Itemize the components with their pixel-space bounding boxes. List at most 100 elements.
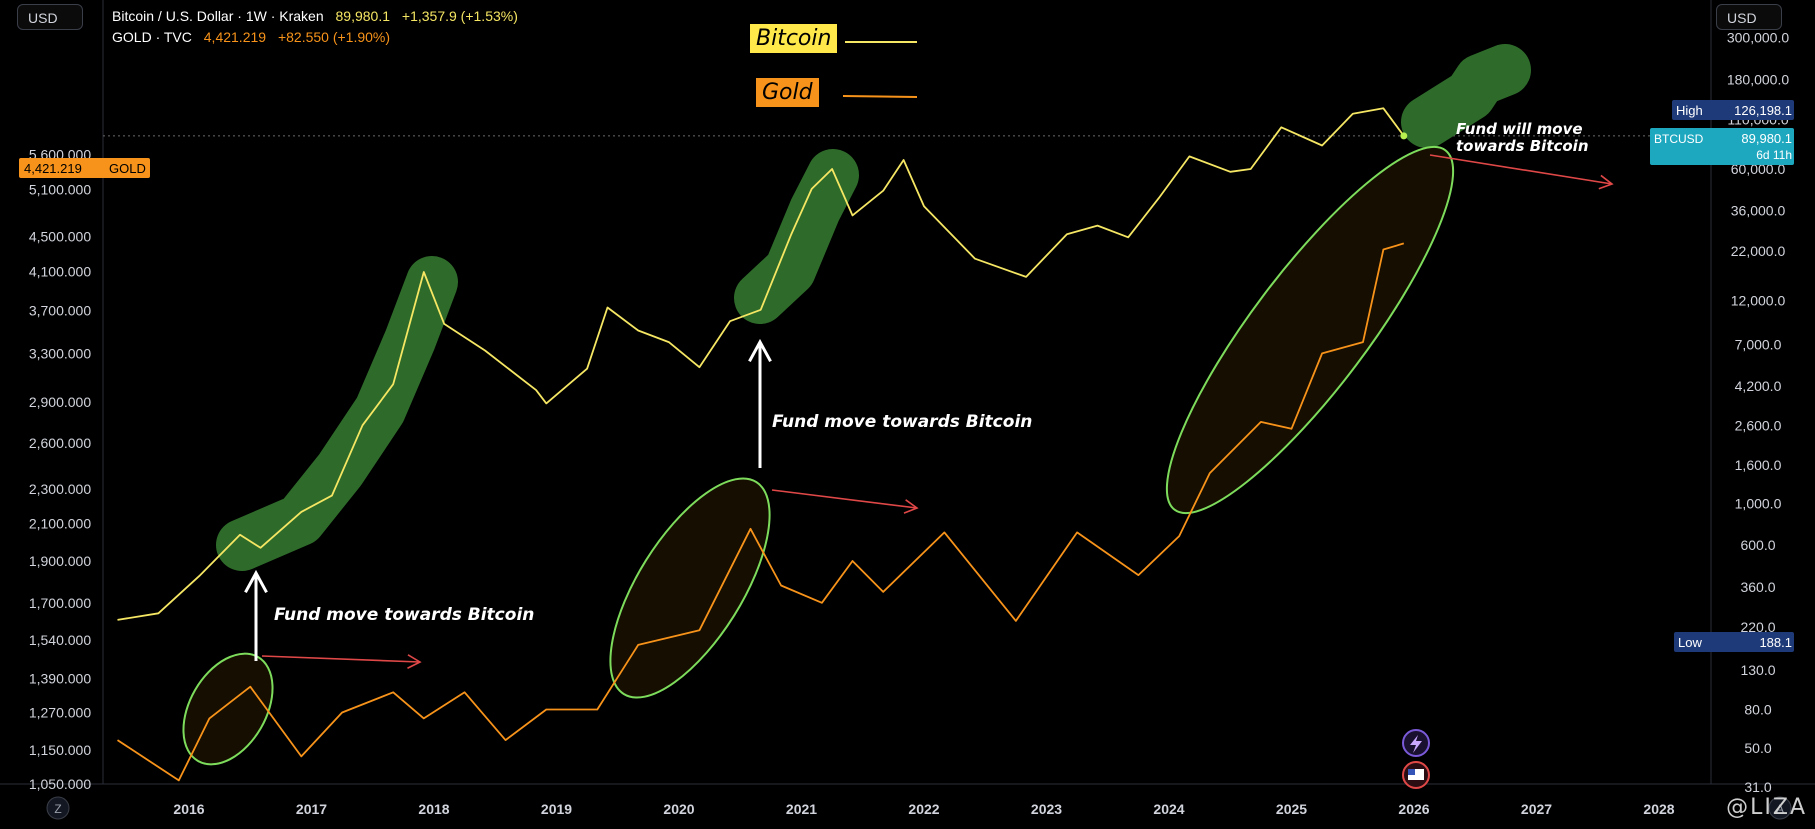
y-right-tick: 12,000.0 (1731, 292, 1786, 308)
y-left-tick: 2,600.000 (29, 435, 91, 451)
btc-tag-name: BTCUSD (1654, 132, 1704, 146)
currency-left-button[interactable]: USD (17, 4, 83, 30)
legend-gold: Gold (756, 78, 819, 107)
y-right-tick: 1,600.0 (1735, 457, 1782, 473)
high-tag (1672, 100, 1794, 120)
legend-gold-line (842, 95, 918, 98)
y-left-tick: 1,050.000 (29, 776, 91, 792)
legend-bitcoin: Bitcoin (750, 24, 838, 53)
low-tag-value: 188.1 (1759, 635, 1792, 650)
auto-scale-button-label: A (1776, 802, 1784, 816)
y-right-tick: 1,000.0 (1735, 495, 1782, 511)
red-arrow-1-head (407, 654, 422, 669)
x-tick: 2028 (1643, 801, 1674, 817)
gold-symbol: GOLD · TVC (112, 29, 192, 45)
red-arrow-2 (771, 489, 918, 509)
y-left-tick: 5,100.000 (29, 182, 91, 198)
x-tick: 2020 (663, 801, 694, 817)
y-left-tick: 3,300.000 (29, 345, 91, 361)
y-left-tick: 1,150.000 (29, 742, 91, 758)
red-arrow-1 (261, 655, 421, 663)
highlight-ellipse (1165, 145, 1455, 515)
y-left-tick: 2,300.000 (29, 481, 91, 497)
gold-header: GOLD · TVC 4,421.219 +82.550 (+1.90%) (112, 29, 390, 45)
highlight-ellipse (609, 477, 771, 699)
watermark: @LIZA (1726, 795, 1807, 820)
btc-last-point (1400, 132, 1408, 140)
btc-tag-countdown: 6d 11h (1756, 148, 1792, 162)
y-left-tick: 3,700.000 (29, 302, 91, 318)
btc-price-tag (1650, 128, 1794, 165)
y-right-tick: 7,000.0 (1735, 336, 1782, 352)
y-right-tick: 300,000.0 (1727, 30, 1789, 46)
red-arrow-3 (1429, 154, 1613, 185)
low-tag-label: Low (1678, 635, 1702, 650)
btc-header: Bitcoin / U.S. Dollar · 1W · Kraken 89,9… (112, 8, 518, 24)
high-tag-value: 126,198.1 (1734, 103, 1792, 118)
y-right-tick: 31.0 (1744, 779, 1771, 795)
fund-arrow-up-1-head (244, 569, 268, 594)
x-tick: 2021 (786, 801, 817, 817)
x-tick: 2017 (296, 801, 327, 817)
flag-canton (1408, 769, 1415, 775)
y-right-tick: 220.0 (1740, 619, 1775, 635)
btc-price: 89,980.1 (335, 8, 391, 24)
x-tick: 2023 (1031, 801, 1062, 817)
y-left-tick: 4,500.000 (29, 229, 91, 245)
high-tag-label: High (1676, 103, 1703, 118)
x-tick: 2027 (1521, 801, 1552, 817)
gold-price-tag (19, 158, 150, 178)
highlight-zone (1401, 44, 1531, 148)
x-tick: 2025 (1276, 801, 1307, 817)
y-left-tick: 1,900.000 (29, 553, 91, 569)
y-left-tick: 2,900.000 (29, 394, 91, 410)
annotation-fund-move-1: Fund move towards Bitcoin (274, 605, 535, 625)
x-tick: 2019 (541, 801, 572, 817)
annotation-fund-move-2: Fund move towards Bitcoin (772, 412, 1033, 432)
y-left-tick: 1,540.000 (29, 632, 91, 648)
y-right-tick: 2,600.0 (1735, 417, 1782, 433)
y-right-tick: 4,200.0 (1735, 378, 1782, 394)
btc-tag-price: 89,980.1 (1741, 131, 1792, 146)
x-tick: 2016 (173, 801, 204, 817)
fund-arrow-up-2-head (748, 338, 772, 363)
gold-series-line (117, 242, 1405, 782)
gold-price-tag-name: GOLD (109, 161, 146, 176)
highlight-zone (216, 256, 458, 571)
y-left-tick: 4,100.000 (29, 264, 91, 280)
y-left-tick: 1,700.000 (29, 595, 91, 611)
red-arrow-2-head (903, 499, 919, 514)
y-left-tick: 2,100.000 (29, 515, 91, 531)
highlight-ellipse (182, 652, 274, 766)
x-tick: 2024 (1153, 801, 1184, 817)
y-right-tick: 36,000.0 (1731, 203, 1786, 219)
y-left-tick: 1,270.000 (29, 704, 91, 720)
annotation-fund-will-move: Fund will move towards Bitcoin (1456, 120, 1589, 155)
gold-price-tag-value: 4,421.219 (24, 161, 82, 176)
y-right-tick: 360.0 (1740, 579, 1775, 595)
zoom-left-button (46, 796, 70, 820)
x-tick: 2022 (908, 801, 939, 817)
gold-change: +82.550 (+1.90%) (277, 29, 391, 45)
currency-right-button[interactable]: USD (1716, 4, 1782, 30)
y-right-tick: 600.0 (1740, 537, 1775, 553)
zoom-left-button-label: Z (54, 802, 61, 816)
y-right-tick: 22,000.0 (1731, 243, 1786, 259)
flag-field (1408, 769, 1424, 780)
x-tick: 2018 (418, 801, 449, 817)
y-right-tick: 50.0 (1744, 740, 1771, 756)
y-right-tick: 80.0 (1744, 702, 1771, 718)
highlight-zone (734, 149, 859, 324)
btc-change: +1,357.9 (+1.53%) (401, 8, 518, 24)
y-right-tick: 130.0 (1740, 662, 1775, 678)
low-tag (1674, 632, 1794, 652)
bitcoin-series-line (117, 107, 1405, 621)
lightning-glyph (1410, 735, 1422, 753)
red-arrow-3-head (1598, 174, 1614, 190)
y-right-tick: 180,000.0 (1727, 71, 1789, 87)
gold-price: 4,421.219 (203, 29, 267, 45)
x-tick: 2026 (1398, 801, 1429, 817)
y-left-tick: 1,390.000 (29, 671, 91, 687)
